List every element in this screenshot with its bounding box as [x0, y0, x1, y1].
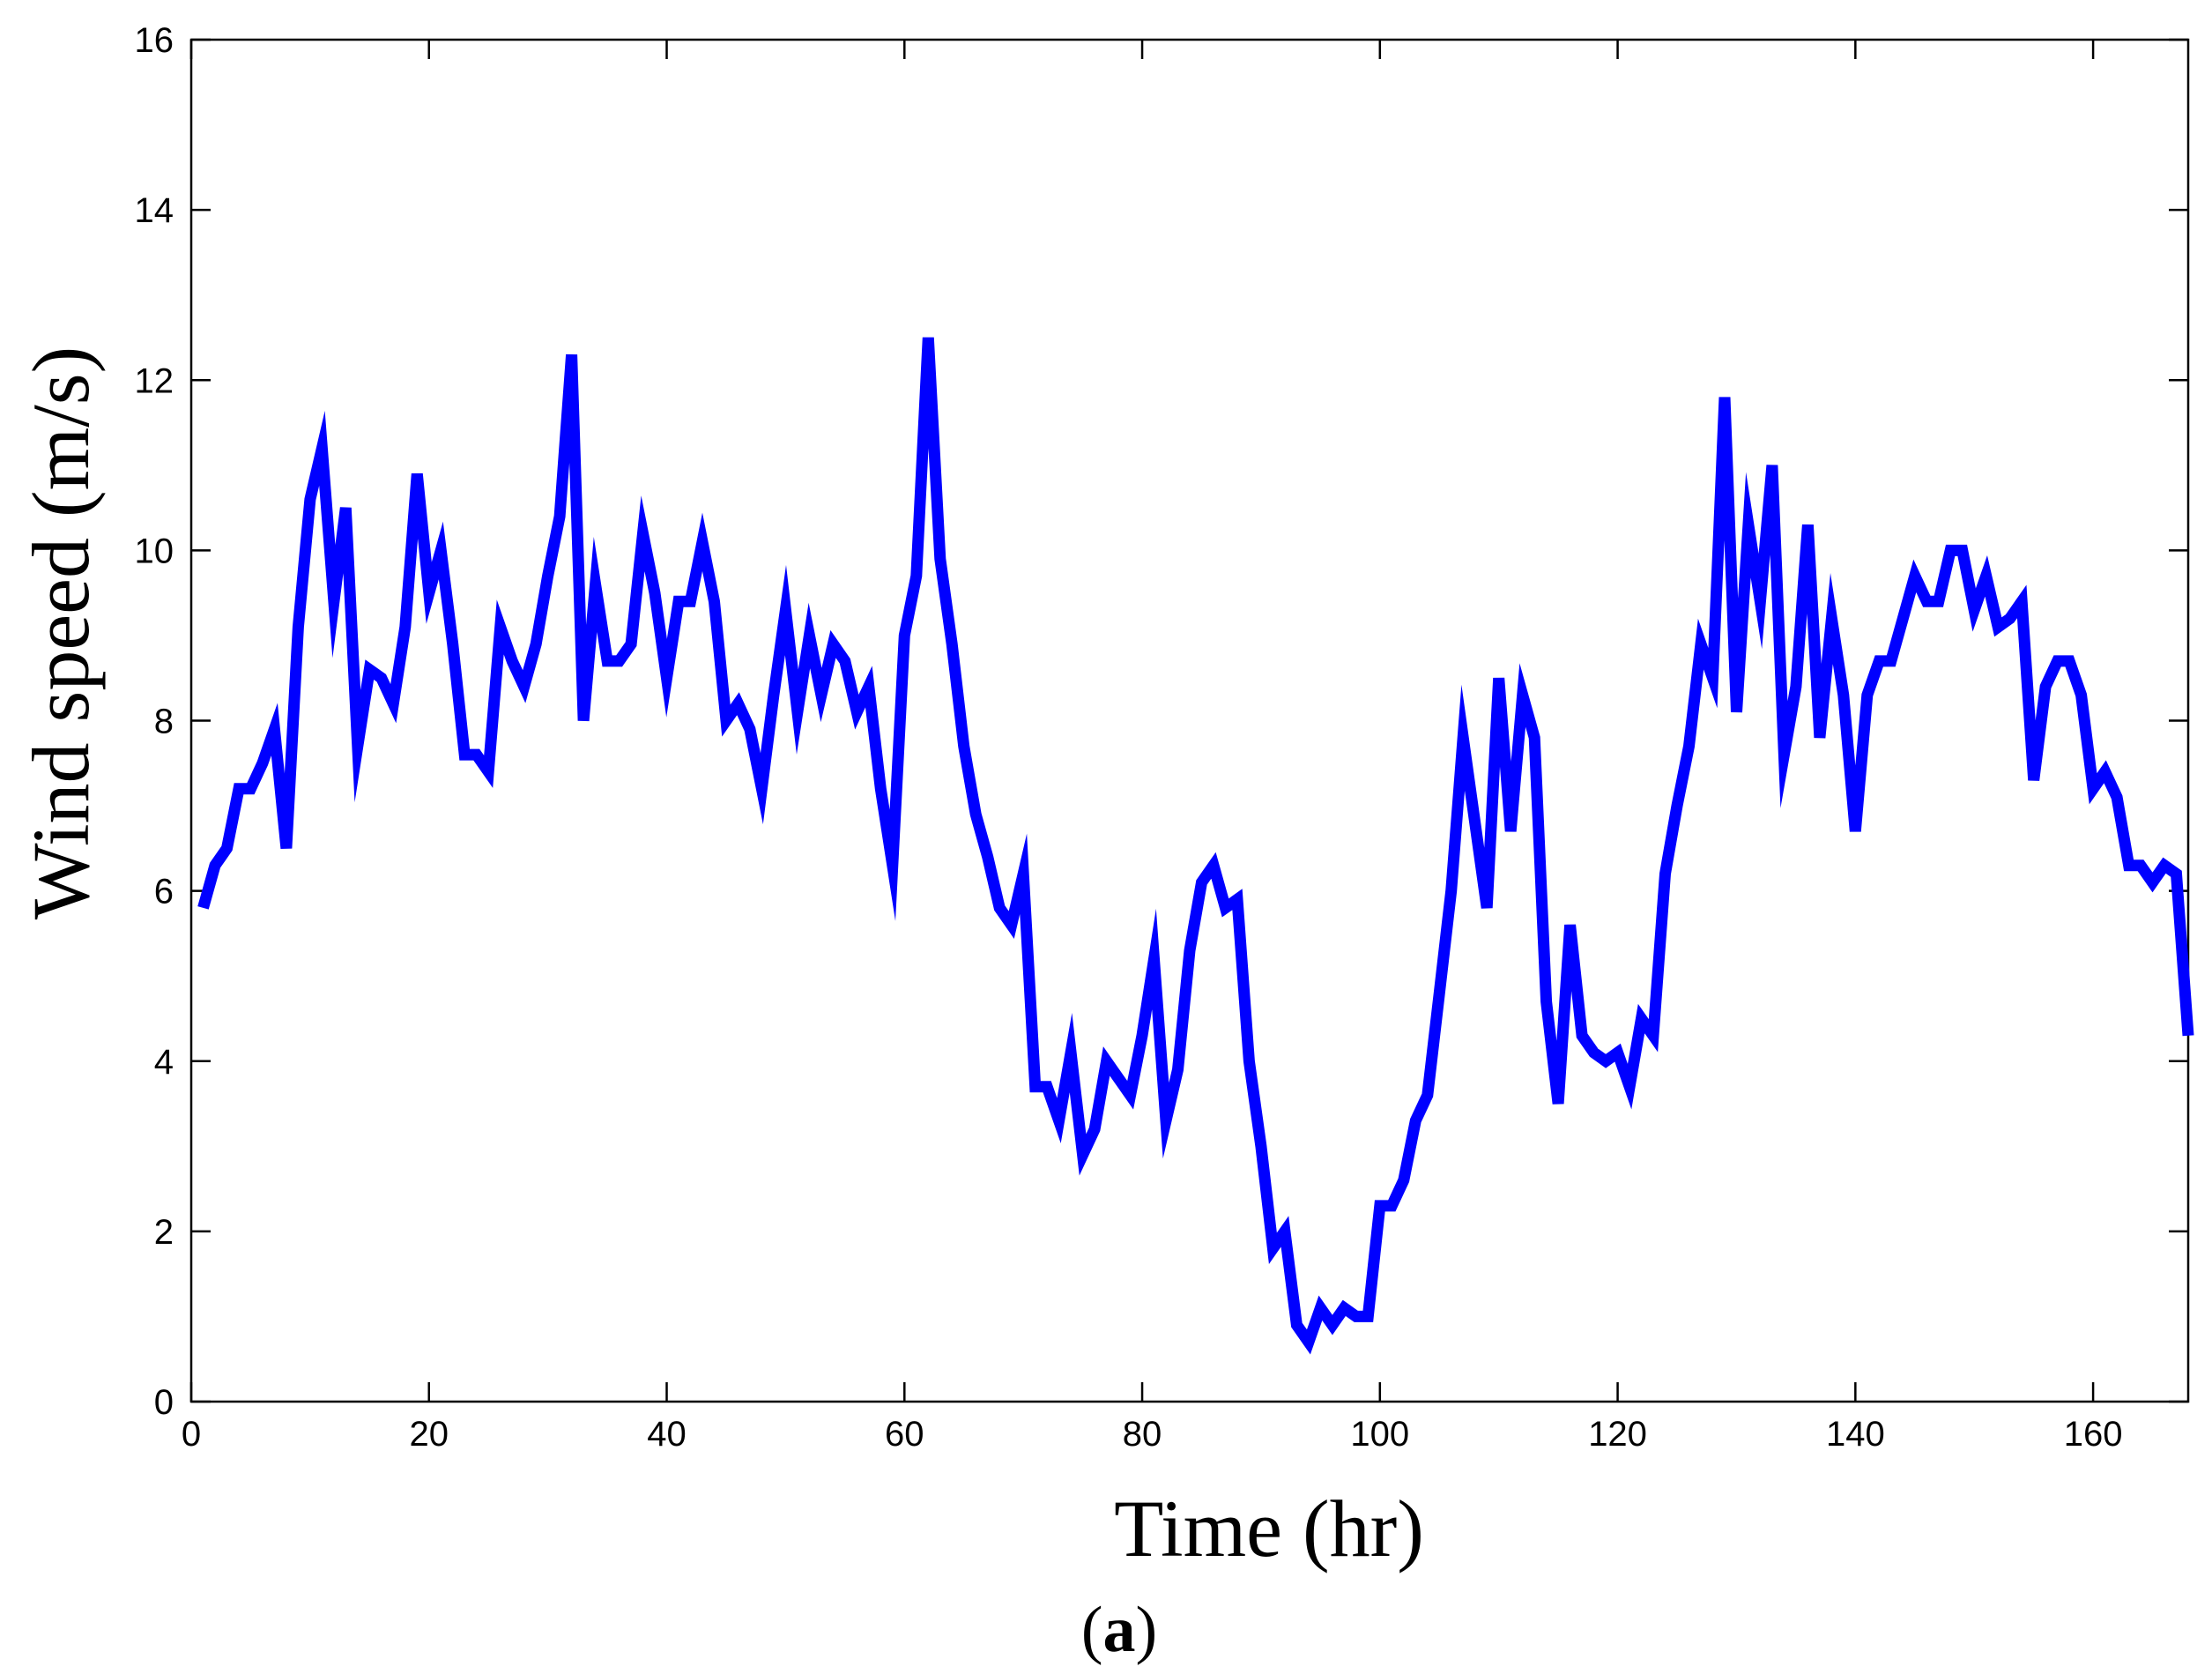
x-tick-label-20: 20 [410, 1415, 449, 1454]
y-tick-label-6: 6 [154, 873, 174, 911]
x-tick-label-160: 160 [2064, 1415, 2123, 1454]
y-tick-label-4: 4 [154, 1043, 174, 1082]
plot-frame [189, 38, 2190, 1403]
y-tick-label-0: 0 [154, 1383, 174, 1422]
x-tick-label-140: 140 [1826, 1415, 1885, 1454]
x-tick-label-100: 100 [1350, 1415, 1409, 1454]
x-tick-label-120: 120 [1588, 1415, 1647, 1454]
wind-speed-line [197, 337, 2194, 1355]
y-tick-label-12: 12 [135, 361, 174, 400]
x-tick-label-60: 60 [885, 1415, 924, 1454]
y-axis-title: Wind speed (m/s) [16, 346, 106, 919]
y-tick-label-10: 10 [135, 532, 174, 570]
x-tick-label-80: 80 [1123, 1415, 1162, 1454]
x-tick-label-0: 0 [182, 1415, 201, 1454]
y-tick-label-16: 16 [135, 21, 174, 60]
figure-caption: (a) [1081, 1594, 1157, 1666]
y-tick-label-14: 14 [135, 191, 174, 230]
x-axis-title: Time (hr) [1114, 1484, 1424, 1574]
x-tick-label-40: 40 [647, 1415, 687, 1454]
y-tick-label-8: 8 [154, 703, 174, 741]
y-axis-ticks: 0 2 4 6 8 10 12 14 16 [135, 21, 2188, 1422]
x-axis-ticks: 0 20 40 60 80 100 120 140 160 [182, 40, 2123, 1454]
y-tick-label-2: 2 [154, 1213, 174, 1252]
